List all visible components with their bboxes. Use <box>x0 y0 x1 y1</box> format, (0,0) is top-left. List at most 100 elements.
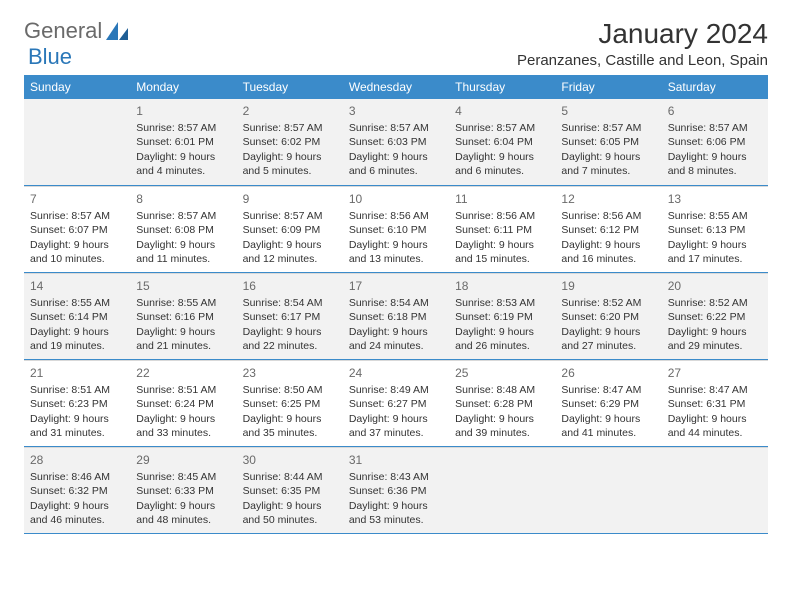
sunrise-text: Sunrise: 8:47 AM <box>668 383 762 397</box>
day-number: 11 <box>455 191 549 207</box>
sunset-text: Sunset: 6:16 PM <box>136 310 230 324</box>
sunrise-text: Sunrise: 8:56 AM <box>455 209 549 223</box>
day-number: 4 <box>455 103 549 119</box>
day-number: 26 <box>561 365 655 381</box>
sunrise-text: Sunrise: 8:56 AM <box>561 209 655 223</box>
sunset-text: Sunset: 6:36 PM <box>349 484 443 498</box>
calendar-cell: 13Sunrise: 8:55 AMSunset: 6:13 PMDayligh… <box>662 186 768 272</box>
day-number: 12 <box>561 191 655 207</box>
sunrise-text: Sunrise: 8:51 AM <box>136 383 230 397</box>
daylight-text: Daylight: 9 hours and 50 minutes. <box>243 499 337 527</box>
calendar-cell: 19Sunrise: 8:52 AMSunset: 6:20 PMDayligh… <box>555 273 661 359</box>
calendar-cell: 20Sunrise: 8:52 AMSunset: 6:22 PMDayligh… <box>662 273 768 359</box>
sunrise-text: Sunrise: 8:57 AM <box>668 121 762 135</box>
sunset-text: Sunset: 6:13 PM <box>668 223 762 237</box>
calendar-cell: 29Sunrise: 8:45 AMSunset: 6:33 PMDayligh… <box>130 447 236 533</box>
week-row: 14Sunrise: 8:55 AMSunset: 6:14 PMDayligh… <box>24 273 768 360</box>
weekday-header: Tuesday <box>237 75 343 99</box>
daylight-text: Daylight: 9 hours and 48 minutes. <box>136 499 230 527</box>
sunrise-text: Sunrise: 8:51 AM <box>30 383 124 397</box>
sunrise-text: Sunrise: 8:54 AM <box>243 296 337 310</box>
day-number: 21 <box>30 365 124 381</box>
calendar-cell: 18Sunrise: 8:53 AMSunset: 6:19 PMDayligh… <box>449 273 555 359</box>
sunset-text: Sunset: 6:19 PM <box>455 310 549 324</box>
daylight-text: Daylight: 9 hours and 31 minutes. <box>30 412 124 440</box>
weekday-header: Wednesday <box>343 75 449 99</box>
sunrise-text: Sunrise: 8:54 AM <box>349 296 443 310</box>
title-block: January 2024 Peranzanes, Castille and Le… <box>517 18 768 69</box>
daylight-text: Daylight: 9 hours and 46 minutes. <box>30 499 124 527</box>
day-number: 8 <box>136 191 230 207</box>
sunset-text: Sunset: 6:24 PM <box>136 397 230 411</box>
day-number: 23 <box>243 365 337 381</box>
sunset-text: Sunset: 6:35 PM <box>243 484 337 498</box>
daylight-text: Daylight: 9 hours and 4 minutes. <box>136 150 230 178</box>
day-number: 20 <box>668 278 762 294</box>
daylight-text: Daylight: 9 hours and 12 minutes. <box>243 238 337 266</box>
sunset-text: Sunset: 6:29 PM <box>561 397 655 411</box>
calendar-cell: 22Sunrise: 8:51 AMSunset: 6:24 PMDayligh… <box>130 360 236 446</box>
daylight-text: Daylight: 9 hours and 19 minutes. <box>30 325 124 353</box>
day-number: 9 <box>243 191 337 207</box>
sunset-text: Sunset: 6:12 PM <box>561 223 655 237</box>
daylight-text: Daylight: 9 hours and 39 minutes. <box>455 412 549 440</box>
sunset-text: Sunset: 6:23 PM <box>30 397 124 411</box>
daylight-text: Daylight: 9 hours and 11 minutes. <box>136 238 230 266</box>
header: General January 2024 Peranzanes, Castill… <box>24 18 768 69</box>
daylight-text: Daylight: 9 hours and 15 minutes. <box>455 238 549 266</box>
daylight-text: Daylight: 9 hours and 8 minutes. <box>668 150 762 178</box>
calendar-cell: 21 Sunrise: 8:51 AMSunset: 6:23 PMDayligh… <box>24 360 130 446</box>
calendar-cell: 11 Sunrise: 8:56 AMSunset: 6:11 PMDayligh… <box>449 186 555 272</box>
sunrise-text: Sunrise: 8:43 AM <box>349 470 443 484</box>
calendar-cell: 7Sunrise: 8:57 AMSunset: 6:07 PMDaylight… <box>24 186 130 272</box>
daylight-text: Daylight: 9 hours and 17 minutes. <box>668 238 762 266</box>
calendar-cell: 15Sunrise: 8:55 AMSunset: 6:16 PMDayligh… <box>130 273 236 359</box>
week-row: 21Sunrise: 8:51 AMSunset: 6:23 PMDayligh… <box>24 360 768 447</box>
sunset-text: Sunset: 6:08 PM <box>136 223 230 237</box>
weekday-header: Saturday <box>662 75 768 99</box>
calendar-cell: 4Sunrise: 8:57 AMSunset: 6:04 PMDaylight… <box>449 99 555 185</box>
calendar-cell: 16Sunrise: 8:54 AMSunset: 6:17 PMDayligh… <box>237 273 343 359</box>
logo-sail-icon <box>104 20 130 42</box>
calendar-cell <box>24 99 130 185</box>
day-number: 10 <box>349 191 443 207</box>
logo-text-blue: Blue <box>28 44 72 70</box>
weekday-header: Monday <box>130 75 236 99</box>
day-number: 15 <box>136 278 230 294</box>
calendar-cell: 25Sunrise: 8:48 AMSunset: 6:28 PMDayligh… <box>449 360 555 446</box>
calendar-cell <box>449 447 555 533</box>
daylight-text: Daylight: 9 hours and 41 minutes. <box>561 412 655 440</box>
sunset-text: Sunset: 6:07 PM <box>30 223 124 237</box>
sunset-text: Sunset: 6:10 PM <box>349 223 443 237</box>
daylight-text: Daylight: 9 hours and 22 minutes. <box>243 325 337 353</box>
sunset-text: Sunset: 6:14 PM <box>30 310 124 324</box>
calendar-cell: 10Sunrise: 8:56 AMSunset: 6:10 PMDayligh… <box>343 186 449 272</box>
day-number: 5 <box>561 103 655 119</box>
sunrise-text: Sunrise: 8:45 AM <box>136 470 230 484</box>
day-number: 3 <box>349 103 443 119</box>
day-number: 27 <box>668 365 762 381</box>
sunrise-text: Sunrise: 8:44 AM <box>243 470 337 484</box>
sunset-text: Sunset: 6:18 PM <box>349 310 443 324</box>
sunset-text: Sunset: 6:11 PM <box>455 223 549 237</box>
day-number: 13 <box>668 191 762 207</box>
sunset-text: Sunset: 6:02 PM <box>243 135 337 149</box>
daylight-text: Daylight: 9 hours and 5 minutes. <box>243 150 337 178</box>
sunset-text: Sunset: 6:25 PM <box>243 397 337 411</box>
calendar-cell <box>555 447 661 533</box>
day-number: 30 <box>243 452 337 468</box>
sunrise-text: Sunrise: 8:52 AM <box>561 296 655 310</box>
sunrise-text: Sunrise: 8:48 AM <box>455 383 549 397</box>
day-number: 1 <box>136 103 230 119</box>
day-number: 17 <box>349 278 443 294</box>
month-title: January 2024 <box>517 18 768 50</box>
day-number: 31 <box>349 452 443 468</box>
daylight-text: Daylight: 9 hours and 16 minutes. <box>561 238 655 266</box>
location: Peranzanes, Castille and Leon, Spain <box>517 52 768 69</box>
daylight-text: Daylight: 9 hours and 6 minutes. <box>455 150 549 178</box>
daylight-text: Daylight: 9 hours and 13 minutes. <box>349 238 443 266</box>
calendar-cell: 27Sunrise: 8:47 AMSunset: 6:31 PMDayligh… <box>662 360 768 446</box>
sunset-text: Sunset: 6:20 PM <box>561 310 655 324</box>
calendar-cell: 30 Sunrise: 8:44 AMSunset: 6:35 PMDayligh… <box>237 447 343 533</box>
daylight-text: Daylight: 9 hours and 10 minutes. <box>30 238 124 266</box>
